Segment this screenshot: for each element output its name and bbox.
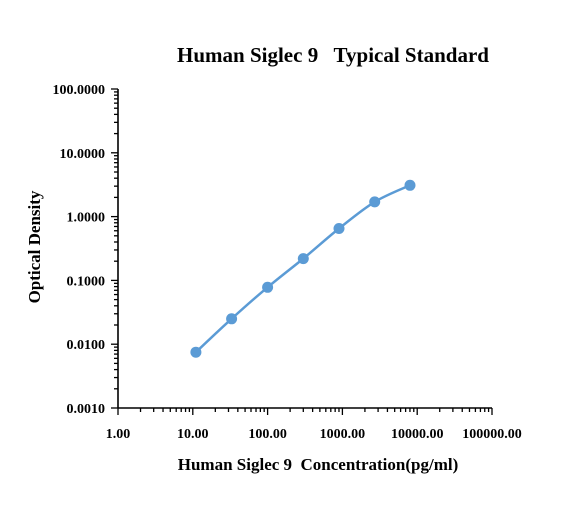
y-tick-label: 0.0010 [67, 402, 106, 417]
series-line [194, 184, 412, 354]
data-point [333, 223, 345, 234]
x-tick-label: 10000.00 [391, 427, 444, 442]
x-tick-label: 100000.00 [462, 427, 522, 442]
y-axis-title: Optical Density [25, 190, 44, 303]
data-point [262, 281, 274, 293]
chart-title: Human Siglec 9 Typical Standard [177, 43, 489, 67]
ticks [111, 88, 493, 415]
x-tick-label: 100.00 [248, 427, 287, 442]
x-tick-label: 1.00 [106, 427, 131, 442]
data-point [297, 253, 309, 265]
series [190, 179, 416, 358]
y-tick-label: 0.1000 [67, 274, 106, 289]
x-tick-label: 1000.00 [320, 427, 366, 442]
data-point [404, 179, 416, 191]
data-point [190, 346, 202, 358]
data-point [226, 313, 238, 325]
y-tick-label: 1.0000 [67, 211, 106, 226]
x-tick-label: 10.00 [177, 427, 209, 442]
tick-labels: 0.0010 0.0100 0.1000 1.0000 10.0000 100.0000 1… [53, 83, 522, 442]
x-axis-title: Human Siglec 9 Concentration(pg/ml) [178, 455, 459, 474]
y-tick-label: 10.0000 [60, 147, 106, 162]
axes [117, 89, 492, 409]
y-tick-label: 0.0100 [67, 338, 106, 353]
y-tick-label: 100.0000 [53, 83, 106, 98]
data-point [369, 196, 381, 208]
